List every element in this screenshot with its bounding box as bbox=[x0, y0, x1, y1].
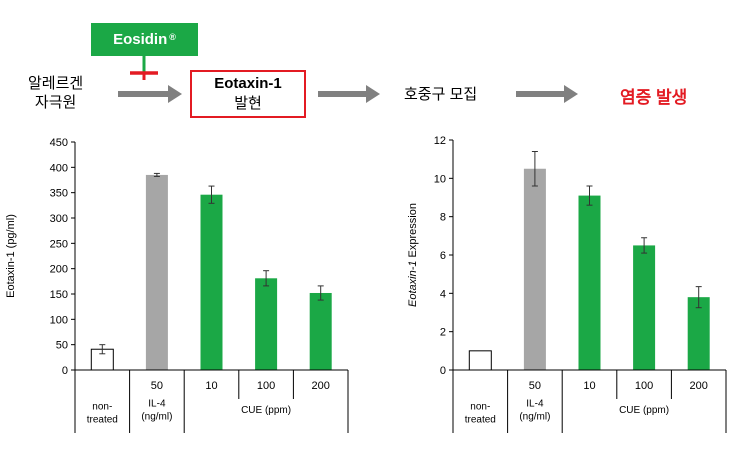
x-tick-label: 100 bbox=[635, 380, 653, 392]
y-tick-label: 450 bbox=[50, 137, 68, 149]
group-label: treated bbox=[465, 415, 496, 426]
y-tick-label: 50 bbox=[56, 340, 68, 352]
bar bbox=[200, 194, 223, 370]
y-tick-label: 400 bbox=[50, 162, 68, 174]
bar bbox=[523, 168, 546, 370]
bar bbox=[255, 278, 278, 370]
y-tick-label: 12 bbox=[434, 135, 446, 147]
target-box: Eotaxin-1 발현 bbox=[190, 70, 306, 118]
chart-eotaxin-expression: 0 2 4 6 8 10 12 Eotaxin-1 Expression 50 10 100 200 n… bbox=[407, 135, 727, 433]
y-tick-label: 2 bbox=[440, 327, 446, 339]
bar bbox=[687, 297, 710, 370]
y-tick-label: 0 bbox=[62, 365, 68, 377]
registered-mark: ® bbox=[169, 31, 176, 42]
y-tick-label: 300 bbox=[50, 213, 68, 225]
x-tick-label: 200 bbox=[690, 380, 708, 392]
y-axis-title-italic: Eotaxin-1 bbox=[407, 261, 419, 307]
target-expression: 발현 bbox=[234, 95, 262, 112]
y-axis-title-rest: Expression bbox=[407, 203, 419, 260]
group-label: non- bbox=[92, 402, 112, 413]
arrow-1 bbox=[118, 85, 182, 103]
arrow-2 bbox=[318, 85, 380, 103]
inhibitor-name: Eosidin bbox=[113, 31, 168, 48]
y-tick-label: 6 bbox=[440, 250, 446, 262]
x-tick-label: 200 bbox=[312, 380, 330, 392]
y-tick-label: 0 bbox=[440, 365, 446, 377]
y-tick-label: 350 bbox=[50, 188, 68, 200]
y-axis-title: Eotaxin-1 Expression bbox=[407, 203, 419, 307]
neutrophil-label: 호중구 모집 bbox=[404, 86, 478, 103]
group-label: CUE (ppm) bbox=[619, 405, 669, 416]
group-label: (ng/ml) bbox=[519, 412, 550, 423]
group-label: treated bbox=[87, 415, 118, 426]
pathway-connectors bbox=[118, 56, 578, 103]
y-tick-label: 4 bbox=[440, 288, 446, 300]
x-tick-label: 100 bbox=[257, 380, 275, 392]
y-axis-title: Eotaxin-1 (pg/ml) bbox=[5, 214, 17, 298]
group-label: non- bbox=[470, 402, 490, 413]
arrow-3 bbox=[516, 85, 578, 103]
bar bbox=[145, 174, 168, 370]
allergen-label-line1: 알레르겐 bbox=[28, 75, 84, 92]
x-tick-label: 10 bbox=[205, 380, 217, 392]
y-tick-label: 250 bbox=[50, 238, 68, 250]
y-tick-label: 100 bbox=[50, 314, 68, 326]
y-tick-label: 10 bbox=[434, 173, 446, 185]
bar bbox=[309, 292, 332, 370]
bar bbox=[633, 245, 656, 370]
y-tick-label: 200 bbox=[50, 264, 68, 276]
allergen-label-line2: 자극원 bbox=[34, 94, 77, 111]
group-label: (ng/ml) bbox=[141, 412, 172, 423]
inhibitor-box: Eosidin ® bbox=[91, 23, 198, 56]
allergen-label: 알레르겐 자극원 bbox=[28, 74, 83, 112]
bar bbox=[578, 195, 601, 370]
y-tick-label: 150 bbox=[50, 289, 68, 301]
x-tick-label: 10 bbox=[583, 380, 595, 392]
bar bbox=[468, 350, 492, 371]
x-tick-label: 50 bbox=[529, 380, 541, 392]
target-name: Eotaxin-1 bbox=[214, 75, 282, 92]
y-tick-label: 8 bbox=[440, 212, 446, 224]
inflammation-label: 염증 발생 bbox=[620, 88, 688, 107]
group-label: IL-4 bbox=[526, 399, 544, 410]
chart-eotaxin-protein: 0 50 100 150 200 250 300 350 400 450 Eotaxin-1 (pg… bbox=[5, 137, 349, 433]
group-label: IL-4 bbox=[148, 399, 166, 410]
group-label: CUE (ppm) bbox=[241, 405, 291, 416]
x-tick-label: 50 bbox=[151, 380, 163, 392]
